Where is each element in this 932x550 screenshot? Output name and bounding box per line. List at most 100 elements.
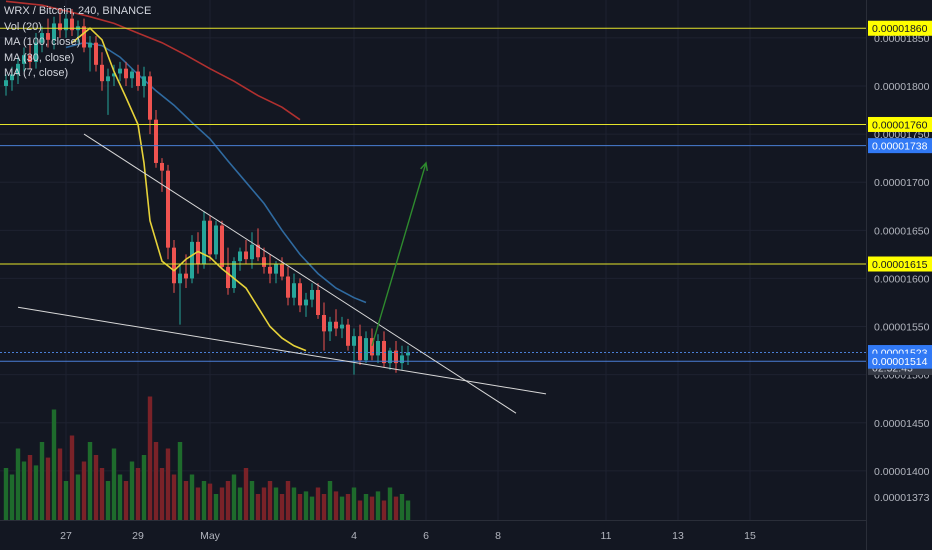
ma30-line [65, 41, 367, 304]
volume-bar [291, 487, 297, 520]
candle-body [190, 241, 194, 279]
volume-bar [261, 487, 267, 520]
price-tick-label: 0.00001450 [874, 418, 930, 430]
volume-bar [9, 474, 15, 520]
candle-body [304, 299, 308, 306]
volume-bar [15, 448, 21, 520]
price-tag-yellow[interactable]: 0.00001760 [872, 119, 928, 131]
candle-body [358, 336, 362, 361]
candle-body [280, 264, 284, 277]
volume-bar [117, 474, 123, 520]
candle-body [100, 64, 104, 82]
candle-body [346, 324, 350, 346]
volume-bar [135, 468, 141, 520]
volume-bar [297, 494, 303, 520]
candle-body [154, 119, 158, 163]
volume-bar [213, 494, 219, 520]
candle-body [352, 336, 356, 346]
price-tick-label: 0.00001650 [874, 225, 930, 237]
candle-body [52, 23, 56, 40]
volume-bar [27, 455, 33, 520]
candle-body [238, 251, 242, 262]
candle-body [322, 315, 326, 332]
candle-body [370, 338, 374, 356]
price-axis[interactable] [867, 0, 932, 550]
candle-body [214, 225, 218, 255]
candle-body [142, 76, 146, 86]
candle-body [82, 26, 86, 48]
arrow-head-icon [420, 161, 428, 171]
candle-body [286, 276, 290, 298]
price-tag-blue-bg [868, 138, 932, 154]
candle-body [376, 340, 380, 356]
volume-bar [111, 448, 117, 520]
price-tick-label: 0.00001373 [874, 492, 930, 504]
candle-body [400, 355, 404, 364]
volume-bar [123, 481, 129, 520]
volume-bar [189, 474, 195, 520]
volume-bar [201, 481, 207, 520]
volume-bar [183, 481, 189, 520]
candle-body [388, 350, 392, 364]
volume-bar [255, 494, 261, 520]
volume-bar [345, 494, 351, 520]
candle-body [16, 63, 20, 75]
volume-bar [57, 448, 63, 520]
candle-body [112, 73, 116, 77]
candle-body [274, 264, 278, 274]
volume-bar [285, 481, 291, 520]
candle-body [22, 55, 26, 64]
candle-body [64, 18, 68, 31]
volume-bar [333, 491, 339, 520]
volume-bar [225, 481, 231, 520]
volume-bar [147, 396, 153, 520]
time-tick-label: 15 [744, 530, 756, 542]
candle-body [268, 266, 272, 274]
candle-body [208, 220, 212, 255]
volume-bar [387, 487, 393, 520]
trendline[interactable] [83, 133, 517, 414]
ma100-line [5, 0, 301, 121]
price-tick-label: 0.00001600 [874, 273, 930, 285]
candle-body [10, 74, 14, 81]
price-tag-blue[interactable]: 0.00001514 [872, 356, 928, 368]
candle-body [106, 76, 110, 82]
volume-bar [357, 500, 363, 520]
volume-bar [267, 481, 273, 520]
price-tag-yellow[interactable]: 0.00001615 [872, 259, 928, 271]
volume-bar [327, 481, 333, 520]
candle-body [172, 247, 176, 284]
volume-bar [129, 461, 135, 520]
candle-body [298, 283, 302, 306]
volume-bar [393, 496, 399, 520]
volume-bar [231, 474, 237, 520]
volume-bar [375, 491, 381, 520]
time-tick-label: 29 [132, 530, 144, 542]
time-tick-label: 4 [351, 530, 357, 542]
candle-body [178, 273, 182, 284]
volume-bar [87, 442, 93, 520]
candle-body [340, 324, 344, 329]
price-tag-yellow-bg [868, 20, 932, 36]
volume-bar [63, 481, 69, 520]
price-tick-label: 0.00001850 [874, 33, 930, 45]
volume-bar [99, 468, 105, 520]
price-tick-label: 0.00001800 [874, 81, 930, 93]
trendline[interactable] [17, 306, 547, 395]
candle-body [196, 241, 200, 264]
price-tag-yellow[interactable]: 0.00001860 [872, 23, 928, 35]
volume-bar [303, 491, 309, 520]
projection-arrow[interactable] [371, 162, 427, 346]
volume-bar [45, 457, 51, 520]
volume-bar [315, 487, 321, 520]
volume-bar [105, 481, 111, 520]
candle-body [136, 71, 140, 86]
volume-bar [141, 455, 147, 520]
price-tag-blue[interactable]: 0.00001738 [872, 141, 928, 153]
volume-bar [369, 496, 375, 520]
candle-body [70, 18, 74, 31]
candle-body [406, 352, 410, 356]
price-tick-label: 0.00001700 [874, 177, 930, 189]
